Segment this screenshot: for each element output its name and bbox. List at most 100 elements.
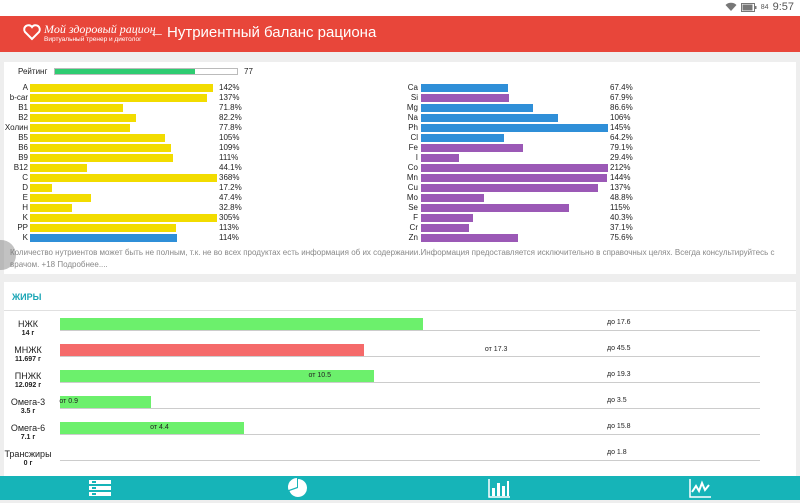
nutrient-bar [421, 164, 608, 172]
nutrient-value: 67.4% [610, 83, 633, 92]
nutrient-bar [30, 174, 217, 182]
nutrient-value: 113% [219, 223, 239, 232]
nutrient-bar [30, 234, 178, 242]
nutrient-label: Cu [407, 183, 418, 192]
nutrient-label: Ca [407, 83, 418, 92]
nutrient-value: 17.2% [219, 183, 242, 192]
nutrient-label: Fe [408, 143, 418, 152]
rating-bar [54, 68, 238, 75]
nutrient-label: Mo [406, 193, 418, 202]
fat-min-marker: от 10.5 [308, 372, 331, 379]
nutrient-label: B5 [18, 133, 28, 142]
nutrient-value: 144% [610, 173, 631, 182]
nutrient-value: 109% [219, 143, 240, 152]
fat-min-marker: от 17.3 [484, 346, 508, 353]
fat-bar [60, 422, 245, 434]
nutrient-value: 212% [610, 163, 631, 172]
nutrient-value: 137% [219, 93, 240, 102]
nutrient-bar [30, 164, 87, 172]
nutrient-value: 32.8% [219, 203, 242, 212]
nutrient-bar [30, 144, 171, 152]
page-title: Нутриентный баланс рациона [167, 24, 377, 41]
nutrient-value: 142% [219, 83, 240, 92]
nutrient-value: 114% [219, 233, 239, 242]
nutrient-bar [30, 124, 131, 132]
nutrient-label: D [22, 183, 28, 192]
scroll-handle[interactable] [0, 240, 16, 270]
nutrient-label: K [22, 213, 28, 222]
fat-amount: 12.092 г [14, 382, 42, 389]
nutrient-label: B6 [18, 143, 28, 152]
nutrient-value: 44.1% [219, 163, 242, 172]
nutrient-bar [421, 154, 459, 162]
nutrient-value: 105% [219, 133, 240, 142]
back-arrow-icon[interactable]: ← [149, 24, 165, 41]
nutrient-bar [30, 224, 176, 232]
nutrient-value: 145% [610, 123, 631, 132]
nutrient-label: B2 [18, 113, 28, 122]
list-icon [89, 480, 111, 496]
fat-amount: 14 г [21, 330, 35, 337]
fat-max-marker: до 45.5 [607, 345, 631, 352]
nav-pie[interactable] [286, 478, 310, 498]
fat-baseline [60, 382, 760, 383]
app-bar: Мой здоровый рацион Виртуальный тренер и… [0, 16, 800, 52]
fat-baseline [60, 408, 760, 409]
clock: 9:57 [772, 1, 794, 13]
nutrient-value: 305% [219, 213, 240, 222]
fat-max-marker: до 17.6 [607, 319, 631, 326]
nutrient-bar [30, 214, 217, 222]
nutrient-bar [421, 94, 509, 102]
fat-max-marker: до 1.8 [607, 449, 627, 456]
nutrient-label: H [22, 203, 28, 212]
nutrient-label: Ph [408, 123, 418, 132]
fat-name: Омега-6 [10, 423, 46, 433]
rating-fill [55, 69, 196, 74]
fat-amount: 7.1 г [20, 434, 36, 441]
fat-amount: 0 г [23, 460, 33, 467]
nutrient-value: 64.2% [610, 133, 633, 142]
nutrient-bar [30, 154, 174, 162]
nav-bar-chart[interactable] [487, 478, 511, 498]
nutrient-label: B9 [18, 153, 28, 162]
app-logo: Мой здоровый рацион Виртуальный тренер и… [22, 20, 156, 48]
disclaimer-text[interactable]: Количество нутриентов может быть не полн… [10, 248, 775, 269]
nutrient-bar [421, 174, 607, 182]
nutrient-label: B12 [13, 163, 28, 172]
battery-icon [740, 2, 757, 12]
nutrient-label: Si [410, 93, 418, 102]
battery-level: 84 [760, 3, 769, 11]
line-chart-icon [689, 479, 711, 498]
fat-max-marker: до 19.3 [607, 371, 631, 378]
fat-max-marker: до 15.8 [607, 423, 631, 430]
nutrient-value: 115% [610, 203, 630, 212]
rating-value: 77 [244, 67, 253, 76]
fat-bar [60, 370, 374, 382]
nutrient-label: C [22, 173, 28, 182]
nutrient-label: Холин [4, 123, 28, 132]
nutrient-bar [30, 94, 207, 102]
nutrient-label: I [415, 153, 418, 162]
nutrient-label: B1 [18, 103, 28, 112]
nutrient-bar [421, 204, 570, 212]
nav-line-chart[interactable] [688, 478, 712, 498]
nutrient-label: Zn [408, 233, 418, 242]
nutrient-bar [30, 114, 136, 122]
fat-amount: 11.697 г [15, 356, 41, 363]
fat-name: МНЖК [14, 345, 42, 355]
fat-baseline [60, 356, 760, 357]
nutrient-value: 47.4% [219, 193, 242, 202]
nutrient-bar [30, 84, 214, 92]
nutrient-value: 37.1% [610, 223, 633, 232]
nutrient-bar [421, 124, 608, 132]
nutrient-bar [421, 114, 558, 122]
nav-list[interactable] [88, 478, 112, 498]
nutrient-label: A [22, 83, 28, 92]
fat-name: НЖК [17, 319, 39, 329]
nutrient-value: 40.3% [610, 213, 633, 222]
nutrient-value: 111% [219, 153, 239, 162]
nutrient-value: 82.2% [219, 113, 242, 122]
nutrient-value: 77.8% [219, 123, 242, 132]
fat-amount: 3.5 г [20, 408, 36, 415]
nutrient-value: 137% [610, 183, 631, 192]
